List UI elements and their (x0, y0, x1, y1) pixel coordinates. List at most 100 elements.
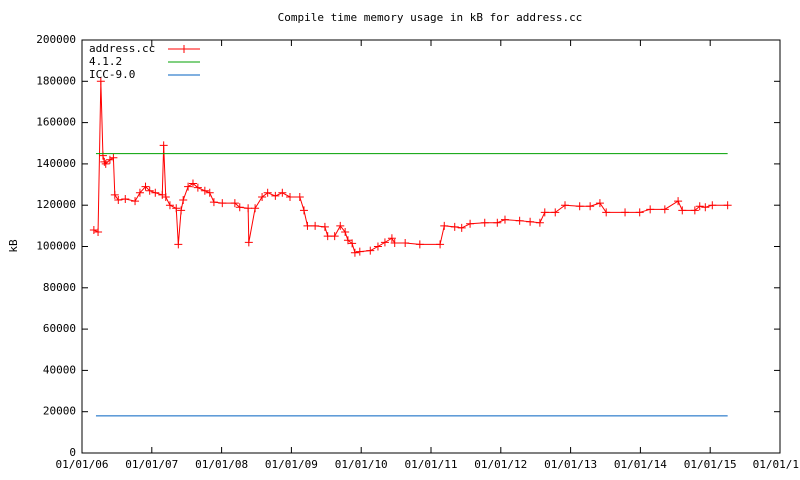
point-marker (161, 192, 170, 201)
point-marker (535, 218, 544, 227)
point-marker (493, 218, 502, 227)
point-marker (440, 221, 449, 230)
point-marker (602, 208, 611, 217)
series-line (93, 81, 728, 254)
x-tick-label: 01/01/11 (405, 458, 458, 471)
x-tick-label: 01/01/08 (195, 458, 248, 471)
point-marker (172, 204, 181, 213)
point-marker (251, 204, 260, 213)
point-marker (390, 238, 399, 247)
x-tick-label: 01/01/14 (614, 458, 667, 471)
chart-title: Compile time memory usage in kB for addr… (278, 11, 583, 24)
point-marker (366, 246, 375, 255)
point-marker (575, 202, 584, 211)
point-marker (110, 190, 119, 199)
point-marker (98, 151, 107, 160)
point-marker (690, 206, 699, 215)
point-marker (621, 208, 630, 217)
point-marker (96, 77, 105, 86)
point-marker (323, 232, 332, 241)
point-marker (450, 222, 459, 231)
point-marker (343, 236, 352, 245)
legend-label: address.cc (89, 42, 155, 55)
point-marker (701, 203, 710, 212)
point-marker (263, 188, 272, 197)
point-marker (230, 199, 239, 208)
point-marker (131, 197, 140, 206)
point-marker (401, 238, 410, 247)
point-marker (635, 208, 644, 217)
point-marker (286, 192, 295, 201)
point-marker (723, 201, 732, 210)
point-marker (526, 217, 535, 226)
point-marker (646, 205, 655, 214)
point-marker (561, 201, 570, 210)
point-marker (341, 228, 350, 237)
point-marker (244, 238, 253, 247)
point-marker (540, 208, 549, 217)
point-marker (205, 188, 214, 197)
legend-label: 4.1.2 (89, 55, 122, 68)
x-tick-label: 01/01/12 (474, 458, 527, 471)
point-marker (355, 247, 364, 256)
point-marker (121, 195, 130, 204)
point-marker (145, 186, 154, 195)
point-marker (311, 221, 320, 230)
point-marker (271, 191, 280, 200)
point-marker (159, 141, 168, 150)
point-marker (336, 221, 345, 230)
point-marker (350, 248, 359, 257)
point-marker (101, 159, 110, 168)
point-marker (436, 240, 445, 249)
y-tick-label: 160000 (36, 116, 76, 129)
y-tick-label: 140000 (36, 157, 76, 170)
plot-frame (81, 39, 781, 454)
x-tick-label: 01/01/07 (125, 458, 178, 471)
point-marker (258, 192, 267, 201)
point-marker (348, 239, 357, 248)
legend-label: ICC-9.0 (89, 68, 135, 81)
point-marker (415, 240, 424, 249)
point-marker (551, 208, 560, 217)
point-marker (218, 199, 227, 208)
point-marker (695, 202, 704, 211)
point-marker (235, 203, 244, 212)
y-tick-label: 120000 (36, 198, 76, 211)
point-marker (708, 201, 717, 210)
point-marker (100, 157, 109, 166)
point-marker (515, 216, 524, 225)
legend-marker (180, 45, 188, 53)
x-tick-label: 01/01/15 (684, 458, 737, 471)
point-marker (200, 186, 209, 195)
point-marker (295, 192, 304, 201)
point-marker (380, 238, 389, 247)
y-tick-label: 200000 (36, 33, 76, 46)
point-marker (330, 232, 339, 241)
x-tick-label: 01/01/09 (265, 458, 318, 471)
point-marker (320, 222, 329, 231)
y-tick-label: 100000 (36, 240, 76, 253)
point-marker (174, 240, 183, 249)
point-marker (209, 198, 218, 207)
point-marker (94, 228, 103, 237)
point-marker (303, 221, 312, 230)
point-marker (373, 242, 382, 251)
point-marker (179, 196, 188, 205)
point-marker (500, 215, 509, 224)
point-marker (165, 201, 174, 210)
point-marker (466, 219, 475, 228)
point-marker (184, 182, 193, 191)
point-marker (299, 206, 308, 215)
y-tick-label: 20000 (43, 405, 76, 418)
point-marker (114, 196, 123, 205)
point-marker (158, 190, 167, 199)
point-marker (141, 182, 150, 191)
x-tick-label: 01/01/10 (335, 458, 388, 471)
x-tick-label: 01/01/06 (56, 458, 109, 471)
point-marker (678, 206, 687, 215)
point-marker (177, 206, 186, 215)
y-tick-label: 80000 (43, 281, 76, 294)
point-marker (660, 205, 669, 214)
point-marker (595, 199, 604, 208)
